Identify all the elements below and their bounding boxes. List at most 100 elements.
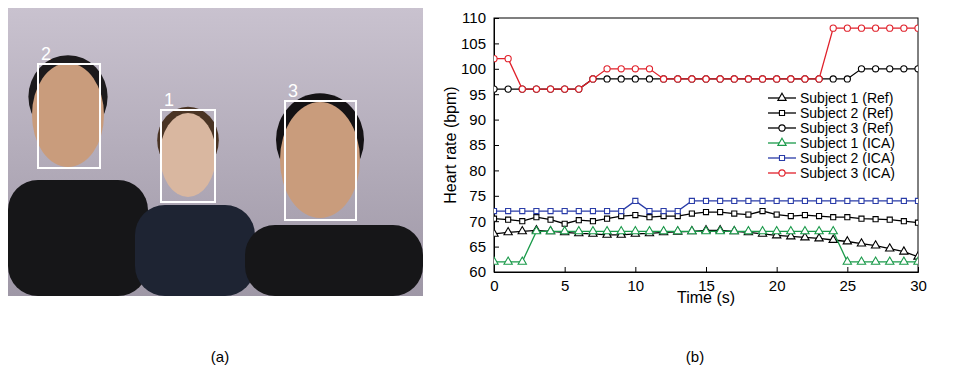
marker [887,217,892,222]
marker [702,227,710,234]
marker [505,86,511,92]
tick-mark [494,247,499,248]
marker [689,198,694,203]
tick-mark [494,18,499,19]
marker [590,208,595,213]
legend-marker [779,170,785,176]
marker [732,198,737,203]
tick-label: 25 [839,277,856,294]
marker [703,76,709,82]
marker [661,76,667,82]
marker [802,198,807,203]
tick-label: 90 [469,111,486,128]
face [160,113,216,197]
marker [675,214,680,219]
y-axis: 6065707580859095100105110 [461,9,499,280]
marker [816,76,822,82]
marker [675,76,681,82]
legend-marker [778,138,786,145]
marker [518,227,526,234]
tick: 10 [627,267,644,294]
marker [504,228,512,235]
marker [731,76,737,82]
marker [843,237,851,244]
marker [661,214,666,219]
x-axis-title: Time (s) [677,289,735,306]
legend-marker [779,125,785,131]
series-line [494,231,918,261]
marker [873,198,878,203]
tick: 100 [461,60,499,77]
tick: 75 [469,187,499,204]
marker [703,198,708,203]
marker [815,234,823,241]
marker [494,208,497,213]
tick-label: 20 [769,277,786,294]
tick-mark [918,267,919,272]
marker [674,227,682,234]
legend-marker [779,110,784,115]
marker [590,76,596,82]
marker [730,227,738,234]
tick-label: 75 [469,187,486,204]
legend-entry: Subject 2 (Ref) [768,105,893,121]
marker [532,227,540,234]
tick: 70 [469,213,499,230]
tick: 90 [469,111,499,128]
marker [718,198,723,203]
tick-label: 70 [469,213,486,230]
tick: 85 [469,136,499,153]
marker [716,227,724,234]
marker [605,208,610,213]
marker [505,56,511,62]
legend-marker [779,155,784,160]
axis-line [495,267,919,273]
tick-mark [565,267,566,272]
marker [760,198,765,203]
marker [533,86,539,92]
marker [859,198,864,203]
marker [675,76,681,82]
legend-label: Subject 3 (ICA) [800,165,895,181]
marker [688,227,696,234]
face-box [38,64,100,168]
marker [647,215,652,220]
marker [547,86,553,92]
marker [901,25,907,31]
marker [494,56,497,62]
marker [604,76,610,82]
marker [576,208,581,213]
marker [632,66,638,72]
marker [901,219,906,224]
marker [915,220,918,225]
marker [732,211,737,216]
tick: 25 [839,267,856,294]
marker [546,227,554,234]
series-line [494,28,918,89]
photo: 213 [8,8,423,296]
marker [547,86,553,92]
marker [533,86,539,92]
tick-label: 85 [469,136,486,153]
tick-label: 95 [469,86,486,103]
tick: 60 [469,263,499,280]
marker [689,76,695,82]
marker [619,208,624,213]
marker [843,257,851,264]
tick-mark [494,43,499,44]
marker [647,208,652,213]
marker [718,210,723,215]
marker [688,227,696,234]
tick: 80 [469,162,499,179]
figure: 213(a)(b)0510152025306065707580859095100… [0,0,956,385]
marker [504,257,512,264]
plot-area [494,25,918,264]
marker [632,76,638,82]
marker [590,219,595,224]
marker [900,247,908,254]
body [245,225,423,296]
marker [857,257,865,264]
marker [646,66,652,72]
marker [915,25,918,31]
tick-mark [706,267,707,272]
